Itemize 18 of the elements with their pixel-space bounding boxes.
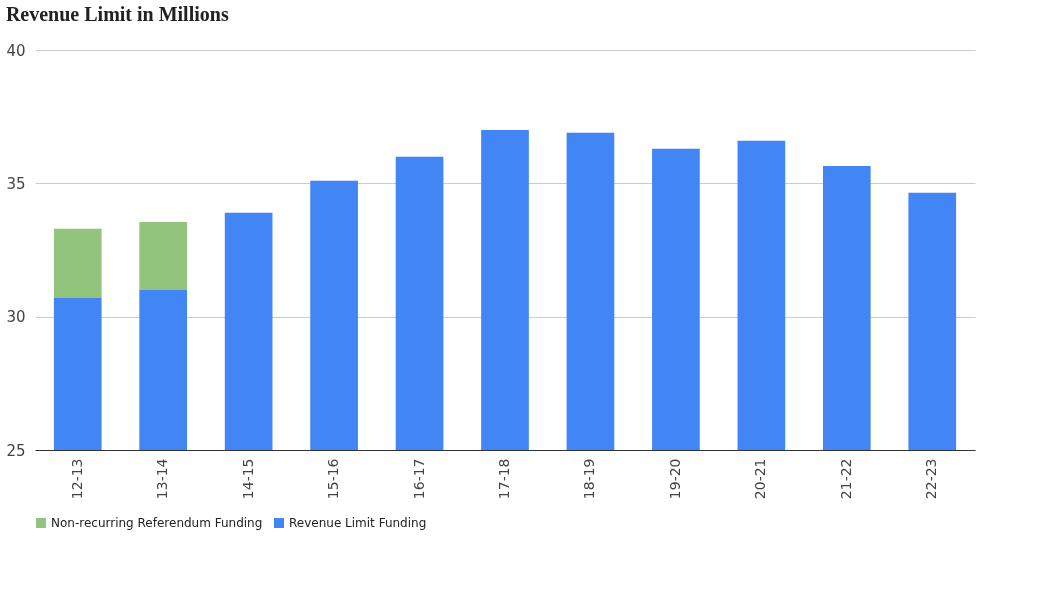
legend-label: Non-recurring Referendum Funding	[51, 516, 263, 530]
x-tick-label: 15-16	[325, 458, 342, 500]
x-tick-label: 18-19	[581, 458, 598, 500]
x-tick-label: 13-14	[154, 458, 171, 500]
x-tick-label: 19-20	[666, 458, 683, 500]
x-tick-label: 21-22	[837, 458, 854, 500]
x-tick-label: 22-23	[923, 458, 940, 500]
x-tick-label: 14-15	[239, 458, 256, 500]
chart-title: Revenue Limit in Millions	[5, 3, 229, 25]
legend-label: Revenue Limit Funding	[289, 516, 427, 530]
x-tick-label: 20-21	[752, 458, 769, 500]
y-tick-label: 35	[6, 174, 26, 193]
x-tick-label: 16-17	[410, 458, 427, 500]
x-tick-label: 17-18	[496, 458, 512, 500]
y-tick-label: 25	[6, 441, 26, 460]
y-tick-label: 40	[6, 41, 26, 60]
y-tick-label: 30	[6, 308, 26, 327]
x-tick-label: 12-13	[68, 458, 85, 500]
